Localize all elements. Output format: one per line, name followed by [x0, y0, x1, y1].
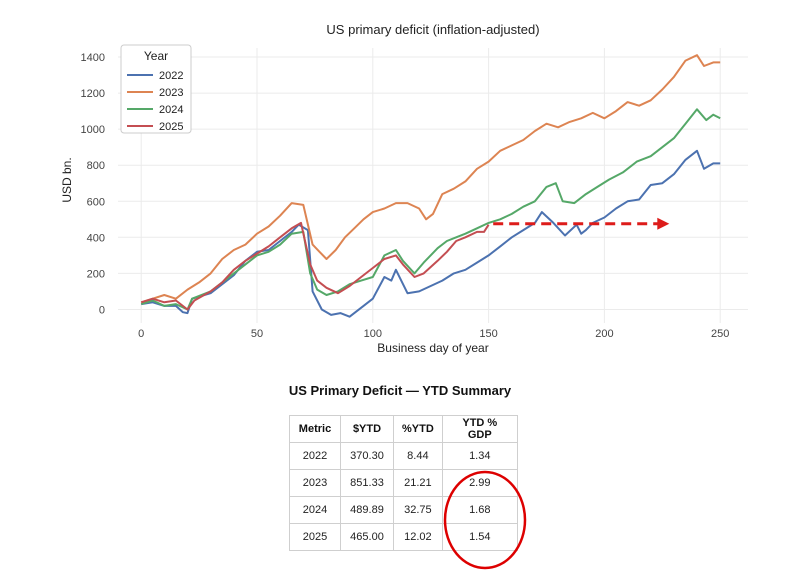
cell-ytd-dollars: 370.30	[340, 442, 394, 470]
cell-metric: 2022	[289, 442, 341, 470]
x-tick-label: 200	[595, 328, 613, 340]
line-chart: 0 50 100 150 200 250 0 200 400 600 800 1000 1200 140…	[60, 22, 748, 355]
header-metric: Metric	[289, 415, 341, 443]
legend-label-2025: 2025	[159, 121, 183, 133]
cell-ytd-gdp: 2.99	[441, 469, 518, 497]
table-title: US Primary Deficit — YTD Summary	[288, 383, 512, 398]
x-tick-label: 250	[711, 328, 729, 340]
header-ytd-percent: %YTD	[393, 415, 443, 443]
cell-metric: 2023	[289, 469, 341, 497]
cell-ytd-dollars: 465.00	[340, 523, 394, 551]
series-line-2023	[140, 54, 721, 304]
x-tick-label: 0	[138, 328, 144, 340]
cell-ytd-dollars: 851.33	[340, 469, 394, 497]
legend-title: Year	[144, 49, 168, 63]
y-tick-label: 1000	[81, 124, 105, 136]
legend: Year 2022 2023 2024 2025	[120, 44, 192, 134]
y-tick-label: 800	[87, 160, 105, 172]
table-row: 2024 489.89 32.75 1.68	[289, 496, 518, 524]
cell-metric: 2024	[289, 496, 341, 524]
legend-label-2023: 2023	[159, 87, 183, 99]
cell-ytd-percent: 12.02	[393, 523, 443, 551]
legend-box	[120, 44, 192, 134]
x-tick-label: 150	[479, 328, 497, 340]
y-axis-label: USD bn.	[60, 157, 74, 202]
table-row: 2022 370.30 8.44 1.34	[289, 442, 518, 470]
grid-lines	[118, 48, 748, 323]
table-header-row: Metric $YTD %YTD YTD % GDP	[289, 415, 518, 443]
chart-title: US primary deficit (inflation-adjusted)	[326, 22, 539, 37]
y-tick-label: 0	[99, 305, 105, 317]
cell-ytd-gdp: 1.34	[441, 442, 518, 470]
y-tick-label: 200	[87, 268, 105, 280]
y-tick-label: 1200	[81, 88, 105, 100]
cell-ytd-gdp: 1.68	[441, 496, 518, 524]
cell-metric: 2025	[289, 523, 341, 551]
cell-ytd-dollars: 489.89	[340, 496, 394, 524]
y-tick-label: 1400	[81, 52, 105, 64]
plot-area	[118, 48, 748, 323]
x-tick-label: 50	[251, 328, 263, 340]
table-row: 2023 851.33 21.21 2.99	[289, 469, 518, 497]
series-line-2025	[140, 221, 490, 311]
legend-label-2024: 2024	[159, 104, 183, 116]
arrow-head	[657, 217, 670, 230]
legend-items: 2022 2023 2024 2025	[127, 70, 183, 133]
header-ytd-dollars: $YTD	[340, 415, 394, 443]
series-line-2024	[140, 108, 721, 311]
y-tick-label: 600	[87, 196, 105, 208]
y-tick-labels: 0 200 400 600 800 1000 1200 1400	[81, 52, 105, 317]
cell-ytd-percent: 32.75	[393, 496, 443, 524]
series-lines	[140, 54, 721, 318]
legend-label-2022: 2022	[159, 70, 183, 82]
x-tick-label: 100	[364, 328, 382, 340]
x-axis-label: Business day of year	[377, 341, 488, 355]
cell-ytd-percent: 21.21	[393, 469, 443, 497]
header-ytd-gdp: YTD % GDP	[441, 415, 518, 443]
summary-table: Metric $YTD %YTD YTD % GDP 2022 370.30 8…	[289, 415, 518, 551]
y-tick-label: 400	[87, 232, 105, 244]
x-tick-labels: 0 50 100 150 200 250	[138, 328, 729, 340]
cell-ytd-gdp: 1.54	[441, 523, 518, 551]
table-row: 2025 465.00 12.02 1.54	[289, 523, 518, 551]
annotation-arrow	[493, 217, 670, 230]
cell-ytd-percent: 8.44	[393, 442, 443, 470]
